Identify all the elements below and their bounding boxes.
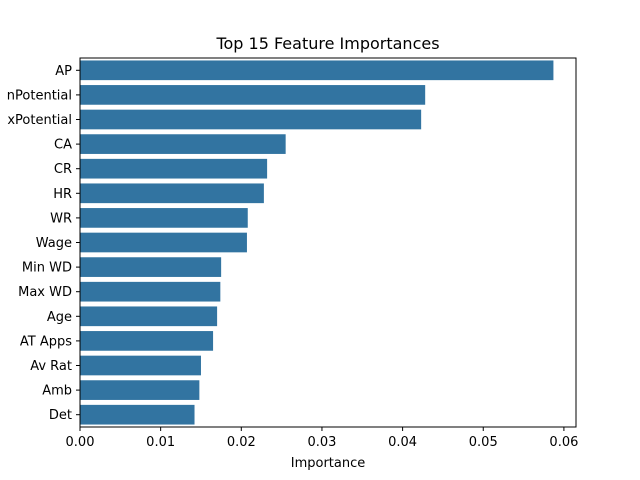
bar-wage	[80, 232, 247, 253]
y-tick-label: Min WD	[22, 261, 72, 276]
bar-av-rat	[80, 355, 201, 376]
bar-max-wd	[80, 281, 221, 302]
plot-frame	[79, 57, 577, 428]
y-tick-label: Amb	[42, 384, 72, 399]
bar-age	[80, 306, 218, 327]
bar-ap	[80, 60, 554, 81]
bar-maxpotential	[80, 109, 422, 130]
y-tick-label: Max WD	[18, 285, 72, 300]
x-axis-label: Importance	[291, 456, 366, 471]
bar-amb	[80, 380, 200, 400]
x-tick-label: 0.04	[388, 435, 417, 450]
bar-min-wd	[80, 257, 222, 277]
y-tick-label: CA	[54, 138, 72, 153]
y-tick-label: CR	[54, 162, 72, 177]
y-tick-label: HR	[53, 187, 72, 202]
chart-title: Top 15 Feature Importances	[215, 34, 439, 53]
y-tick-label: Age	[47, 310, 72, 325]
x-tick-label: 0.00	[66, 435, 95, 450]
x-tick-label: 0.03	[307, 435, 336, 450]
y-tick-label: xPotential	[7, 113, 72, 128]
y-tick-label: AT Apps	[20, 334, 72, 349]
bar-det	[80, 404, 195, 425]
bar-wr	[80, 208, 248, 228]
y-tick-label: AP	[55, 64, 72, 79]
x-tick-label: 0.01	[146, 435, 175, 450]
x-tick-label: 0.02	[227, 435, 256, 450]
y-tick-label: Av Rat	[30, 359, 72, 374]
bar-minpotential	[80, 85, 426, 105]
x-axis-ticks: 0.00 0.01 0.02 0.03 0.04 0.05 0.06	[66, 427, 578, 450]
y-axis-ticks: AP nPotential xPotential CA CR HR WR Wage Min WD…	[7, 64, 80, 423]
bars-group	[80, 60, 554, 425]
bar-at-apps	[80, 331, 214, 351]
x-tick-label: 0.05	[469, 435, 498, 450]
y-tick-label: Wage	[36, 236, 72, 251]
y-tick-label: WR	[50, 211, 72, 226]
x-tick-label: 0.06	[549, 435, 578, 450]
bar-hr	[80, 183, 264, 204]
bar-ca	[80, 134, 286, 154]
y-tick-label: Det	[49, 408, 72, 423]
y-tick-label: nPotential	[7, 88, 72, 103]
bar-cr	[80, 158, 268, 179]
